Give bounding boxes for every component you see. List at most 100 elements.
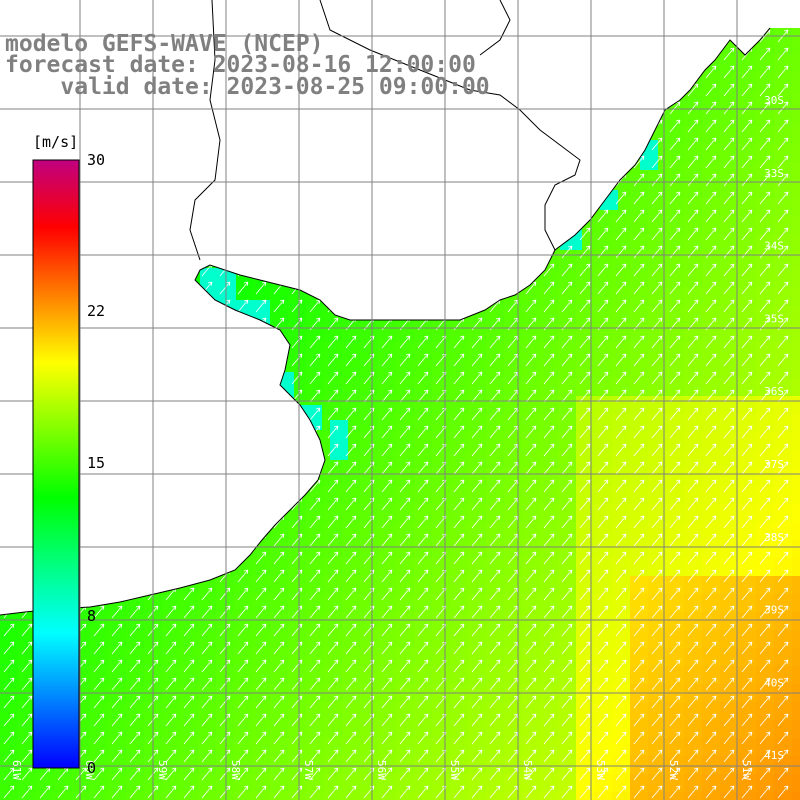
wind-arrow [669, 443, 681, 457]
wind-arrow [759, 245, 771, 259]
wind-arrow [345, 659, 357, 673]
field-cell [792, 414, 800, 432]
wind-arrow [309, 533, 321, 547]
field-cell [792, 36, 800, 54]
field-cell [756, 414, 774, 432]
wind-arrow [723, 263, 735, 277]
field-cell [324, 612, 342, 630]
wind-arrow [453, 533, 465, 547]
wind-arrow [741, 245, 753, 259]
wind-arrow [597, 785, 609, 799]
latitude-label: 37S [764, 458, 784, 471]
wind-arrow [543, 389, 555, 403]
field-cell [558, 468, 576, 486]
wind-arrow [759, 659, 771, 673]
wind-arrow [561, 353, 573, 367]
field-cell [504, 540, 522, 558]
field-cell [540, 324, 558, 342]
wind-arrow [561, 677, 573, 691]
wind-arrow [669, 137, 681, 151]
wind-arrow [687, 641, 699, 655]
field-cell [522, 468, 540, 486]
field-cell [414, 576, 432, 594]
field-cell [684, 648, 702, 666]
field-cell [756, 342, 774, 360]
wind-arrow [183, 731, 195, 745]
field-cell [270, 540, 288, 558]
field-cell [666, 396, 684, 414]
wind-arrow [723, 515, 735, 529]
field-cell [558, 540, 576, 558]
field-cell [594, 234, 612, 252]
wind-arrow [471, 371, 483, 385]
wind-arrow [723, 443, 735, 457]
field-cell [198, 756, 216, 774]
field-cell [396, 432, 414, 450]
wind-arrow [327, 371, 339, 385]
wind-arrow [471, 569, 483, 583]
wind-arrow [489, 785, 501, 799]
field-cell [522, 342, 540, 360]
wind-arrow [687, 515, 699, 529]
field-cell [252, 630, 270, 648]
wind-arrow [489, 659, 501, 673]
field-cell [450, 342, 468, 360]
wind-arrow [705, 155, 717, 169]
field-cell [540, 756, 558, 774]
wind-arrow [399, 731, 411, 745]
field-cell [486, 486, 504, 504]
field-cell [684, 432, 702, 450]
wind-arrow [309, 569, 321, 583]
field-cell [792, 180, 800, 198]
wind-arrow [525, 461, 537, 475]
wind-arrow [471, 749, 483, 763]
wind-arrow [327, 425, 339, 439]
wind-arrow [453, 623, 465, 637]
wind-arrow [669, 353, 681, 367]
field-cell [702, 648, 720, 666]
wind-arrow [453, 677, 465, 691]
field-cell [18, 792, 36, 800]
wind-arrow [597, 263, 609, 277]
field-cell [360, 522, 378, 540]
field-cell [396, 396, 414, 414]
field-cell [594, 792, 612, 800]
wind-arrow [525, 371, 537, 385]
field-cell [702, 306, 720, 324]
field-cell [342, 540, 360, 558]
wind-arrow [633, 767, 645, 781]
field-cell [774, 774, 792, 792]
field-cell [720, 648, 738, 666]
wind-arrow [579, 551, 591, 565]
field-cell [666, 270, 684, 288]
field-cell [360, 504, 378, 522]
wind-arrow [741, 101, 753, 115]
field-cell [540, 414, 558, 432]
field-cell [468, 378, 486, 396]
field-cell [702, 450, 720, 468]
wind-arrow [579, 407, 591, 421]
field-cell [720, 288, 738, 306]
wind-arrow [345, 641, 357, 655]
field-cell [324, 504, 342, 522]
wind-arrow [255, 659, 267, 673]
wind-arrow [705, 659, 717, 673]
field-cell [720, 576, 738, 594]
field-cell [666, 522, 684, 540]
field-cell [432, 396, 450, 414]
wind-arrow [597, 605, 609, 619]
wind-arrow [183, 641, 195, 655]
wind-arrow [651, 767, 663, 781]
field-cell [684, 594, 702, 612]
wind-arrow [759, 605, 771, 619]
field-cell [720, 54, 738, 72]
field-cell [432, 558, 450, 576]
wind-arrow [633, 425, 645, 439]
field-cell [666, 540, 684, 558]
field-cell [738, 216, 756, 234]
wind-arrow [525, 497, 537, 511]
wind-arrow [777, 119, 789, 133]
field-cell [126, 630, 144, 648]
field-cell [540, 342, 558, 360]
field-cell [756, 648, 774, 666]
